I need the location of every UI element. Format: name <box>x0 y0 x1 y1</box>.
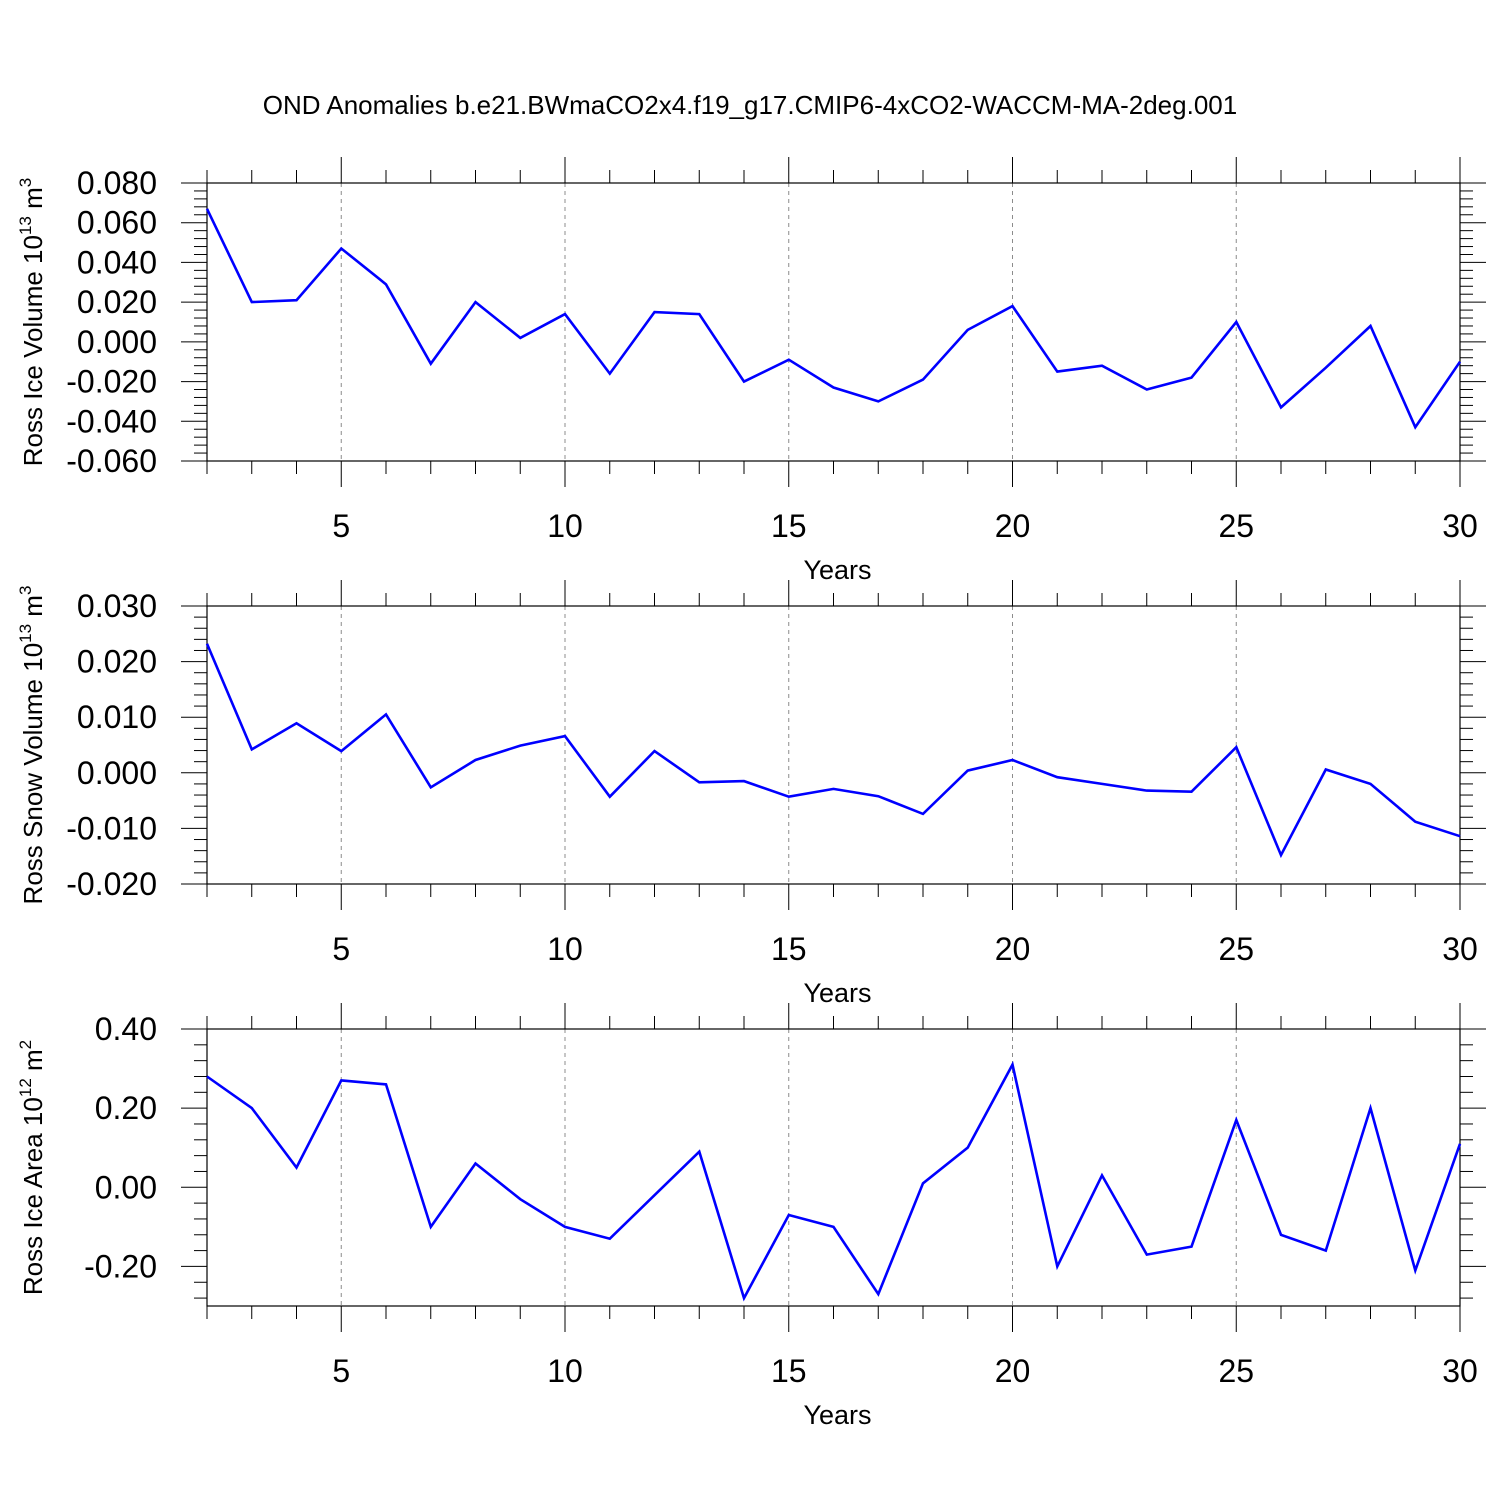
y-axis-label: Ross Snow Volume 1013 m3 <box>16 586 48 905</box>
x-tick-label: 15 <box>771 508 807 544</box>
x-tick-label: 10 <box>547 1353 583 1389</box>
y-tick-label: 0.020 <box>77 284 157 320</box>
x-tick-label: 30 <box>1442 1353 1478 1389</box>
y-tick-label: 0.000 <box>77 324 157 360</box>
y-tick-label: 0.000 <box>77 755 157 791</box>
x-axis-label: Years <box>803 978 871 1008</box>
x-tick-label: 20 <box>995 931 1031 967</box>
page-title: OND Anomalies b.e21.BWmaCO2x4.f19_g17.CM… <box>262 90 1238 120</box>
x-tick-label: 30 <box>1442 931 1478 967</box>
y-tick-label: 0.40 <box>95 1011 157 1047</box>
y-tick-label: 0.040 <box>77 244 157 280</box>
chart-panel-3: 5 10 15 20 25 30 -0.20 0.00 0.20 0.40 Years Ross Ic… <box>16 1003 1486 1430</box>
y-axis-label: Ross Ice Area 1012 m2 <box>16 1040 48 1295</box>
x-tick-label: 10 <box>547 931 583 967</box>
x-tick-label: 25 <box>1218 1353 1254 1389</box>
series-line <box>205 208 1462 430</box>
x-tick-label: 15 <box>771 1353 807 1389</box>
y-tick-label: 0.030 <box>77 588 157 624</box>
y-tick-label: -0.060 <box>66 443 157 479</box>
x-axis-label: Years <box>803 1400 871 1430</box>
series-line <box>206 1060 1462 1302</box>
x-tick-label: 10 <box>547 508 583 544</box>
x-tick-label: 15 <box>771 931 807 967</box>
y-tick-label: 0.00 <box>95 1169 157 1205</box>
y-tick-label: -0.040 <box>66 403 157 439</box>
y-tick-label: 0.010 <box>77 699 157 735</box>
y-tick-label: 0.20 <box>95 1090 157 1126</box>
y-axis-label: Ross Ice Volume 1013 m3 <box>16 178 48 467</box>
y-tick-label: -0.020 <box>66 364 157 400</box>
y-tick-label: -0.20 <box>84 1248 157 1284</box>
x-tick-label: 30 <box>1442 508 1478 544</box>
x-tick-label: 5 <box>332 1353 350 1389</box>
x-tick-label: 25 <box>1218 508 1254 544</box>
x-tick-label: 5 <box>332 508 350 544</box>
chart-panel-2: 5 10 15 20 25 30 -0.020 -0.010 0.000 0.010 0.020 0.… <box>16 580 1486 1008</box>
y-tick-label: -0.010 <box>66 810 157 846</box>
plot-frame <box>206 1028 1461 1307</box>
y-tick-label: 0.060 <box>77 205 157 241</box>
plot-frame <box>206 182 1461 462</box>
y-tick-label: -0.020 <box>66 866 157 902</box>
series-line <box>205 643 1461 859</box>
x-tick-label: 25 <box>1218 931 1254 967</box>
x-tick-label: 5 <box>332 931 350 967</box>
plot-frame <box>206 605 1461 885</box>
x-tick-label: 20 <box>995 508 1031 544</box>
x-axis-label: Years <box>803 555 871 585</box>
y-tick-label: 0.080 <box>77 165 157 201</box>
x-tick-label: 20 <box>995 1353 1031 1389</box>
chart-panel-1: 5 10 15 20 25 30 -0.060 -0.040-0.020 0.000 0.020 0… <box>16 157 1486 585</box>
y-tick-label: 0.020 <box>77 644 157 680</box>
